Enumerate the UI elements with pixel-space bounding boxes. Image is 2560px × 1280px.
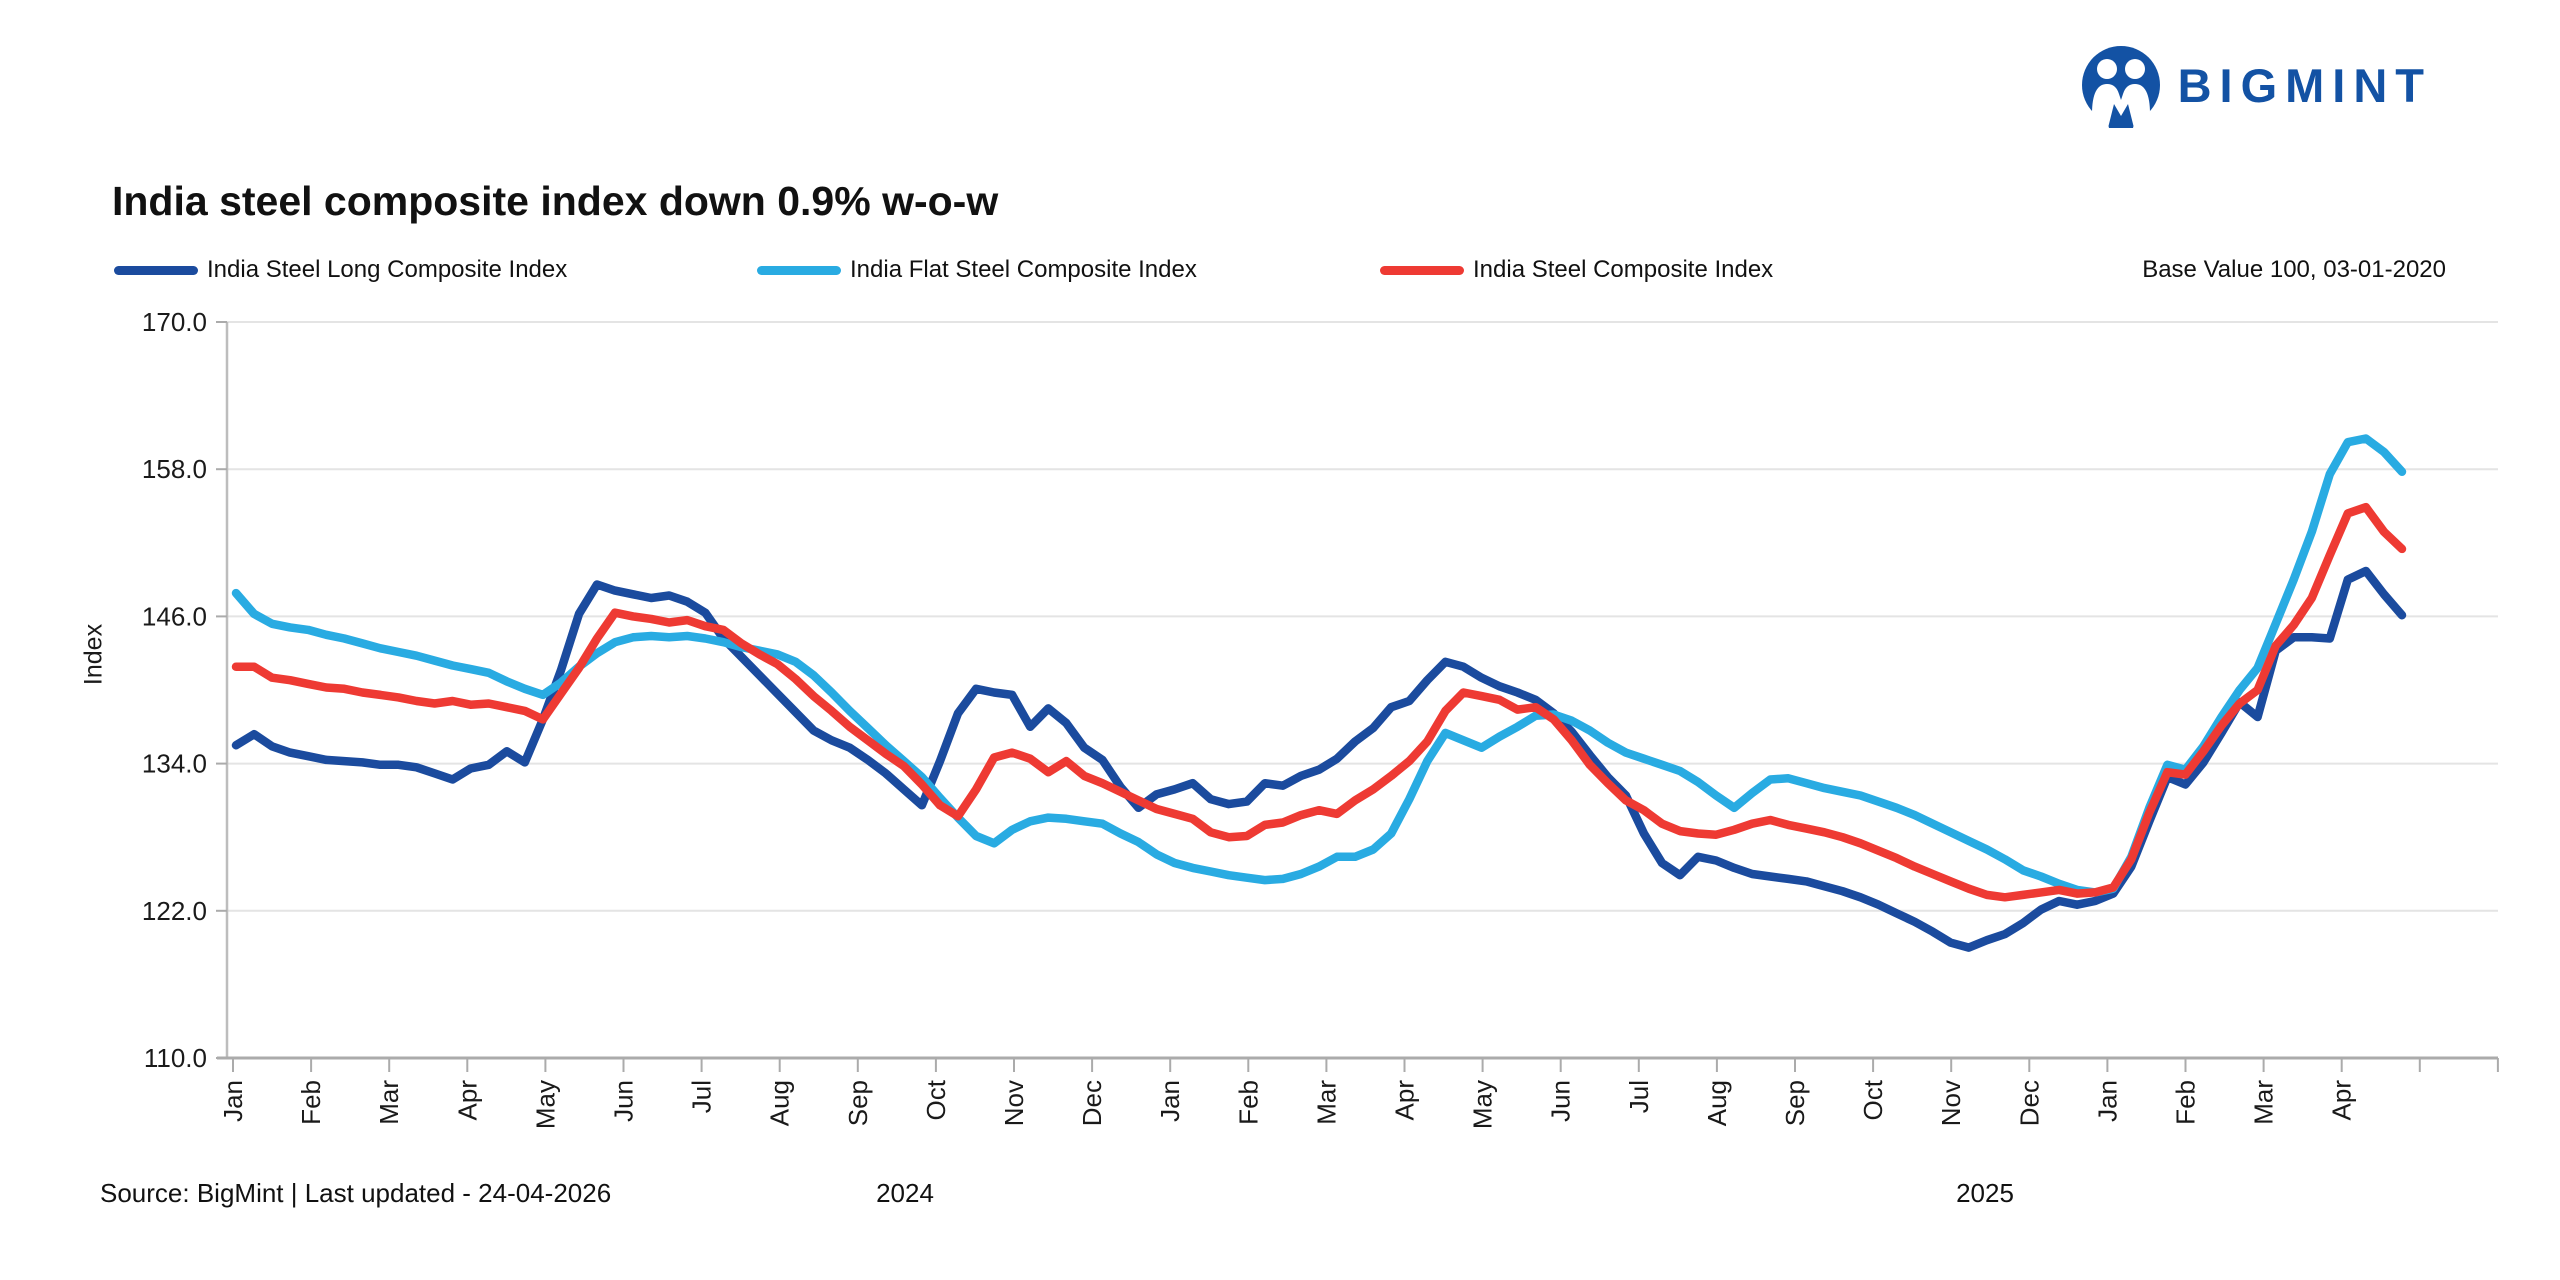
x-month-label-25: Feb [2171,1080,2201,1125]
legend-dash-long-composite [114,265,198,275]
series-line-1-india-flat-steel-composite-index [231,434,2407,897]
base-value-note: Base Value 100, 03-01-2020 [2142,256,2446,283]
x-month-label-1: Feb [296,1080,326,1125]
x-month-label-26: Mar [2249,1080,2279,1125]
x-month-label-3: Apr [452,1080,482,1121]
bigmint-logo-text: BIGMINT [2177,58,2432,112]
x-month-label-7: Aug [765,1080,795,1126]
x-month-label-22: Nov [1936,1080,1966,1126]
x-month-label-5: Jun [609,1080,639,1122]
x-axis-year-2024: 2024 [876,1178,934,1208]
legend-item-composite: India Steel Composite Index [1380,250,1773,290]
x-month-label-17: Jun [1546,1080,1576,1122]
series-line-0-india-steel-long-composite-index [231,566,2407,952]
legend-label-flat-composite: India Flat Steel Composite Index [850,256,1197,283]
x-month-label-18: Jul [1624,1080,1654,1113]
legend-dash-composite [1380,265,1464,275]
x-month-label-20: Sep [1780,1080,1810,1126]
x-axis-year-2025: 2025 [1956,1178,2014,1208]
source-note: Source: BigMint | Last updated - 24-04-2… [100,1178,612,1208]
x-month-label-11: Dec [1077,1080,1107,1126]
legend-dash-flat-composite [757,265,841,275]
y-tick-label-134.0: 134.0 [142,749,207,779]
y-tick-label-158.0: 158.0 [142,454,207,484]
y-tick-label-170.0: 170.0 [142,307,207,337]
legend-label-composite: India Steel Composite Index [1473,256,1774,283]
legend-label-long-composite: India Steel Long Composite Index [207,256,568,283]
legend-item-long-composite: India Steel Long Composite Index [114,250,567,290]
series-line-2-india-steel-composite-index [231,502,2407,902]
legend-item-flat-composite: India Flat Steel Composite Index [757,250,1197,290]
y-tick-label-146.0: 146.0 [142,601,207,631]
x-month-label-10: Nov [999,1080,1029,1126]
x-month-label-2: Mar [374,1080,404,1125]
x-month-label-4: May [530,1080,560,1129]
x-month-label-15: Apr [1390,1080,1420,1121]
x-month-label-16: May [1468,1080,1498,1129]
x-month-label-24: Jan [2092,1080,2122,1122]
x-month-label-9: Oct [921,1079,951,1120]
x-month-label-23: Dec [2014,1080,2044,1126]
x-month-label-19: Aug [1702,1080,1732,1126]
bigmint-logo: BIGMINT [2078,42,2432,128]
y-tick-label-110.0: 110.0 [144,1043,207,1073]
chart-title: India steel composite index down 0.9% w-… [112,178,999,224]
x-month-label-21: Oct [1858,1079,1888,1120]
chart-legend: India Steel Long Composite Index India F… [0,250,2560,290]
x-month-label-12: Jan [1155,1080,1185,1122]
x-month-label-13: Feb [1233,1080,1263,1125]
x-month-label-0: Jan [218,1080,248,1122]
x-month-label-8: Sep [843,1080,873,1126]
bigmint-logo-icon [2081,46,2160,128]
x-month-label-27: Apr [2327,1080,2357,1121]
y-tick-label-122.0: 122.0 [142,896,207,926]
x-month-label-14: Mar [1311,1080,1341,1125]
x-month-label-6: Jul [687,1080,717,1113]
